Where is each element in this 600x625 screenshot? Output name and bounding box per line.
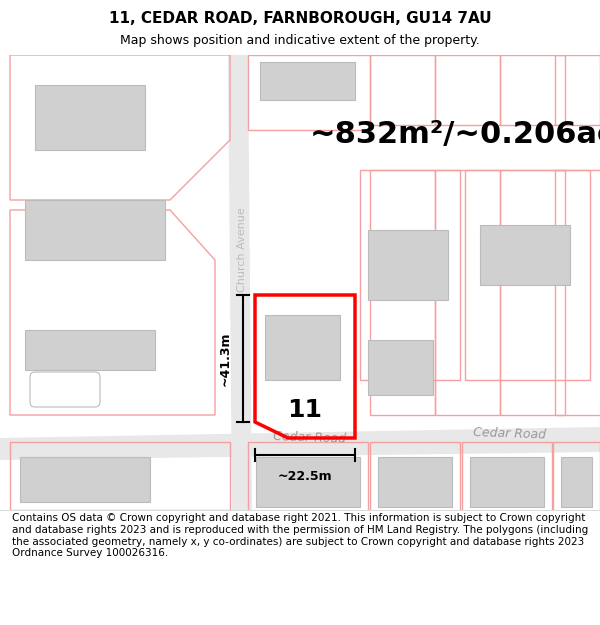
Polygon shape [368, 230, 448, 300]
Polygon shape [265, 315, 340, 380]
Text: Church Avenue: Church Avenue [237, 208, 247, 292]
Text: Cedar Road: Cedar Road [274, 430, 347, 446]
Polygon shape [378, 457, 452, 507]
Polygon shape [256, 457, 360, 507]
Polygon shape [35, 85, 145, 150]
Polygon shape [480, 225, 570, 285]
Text: ~41.3m: ~41.3m [218, 331, 232, 386]
Text: 11: 11 [287, 398, 323, 422]
Polygon shape [368, 340, 433, 395]
Text: Contains OS data © Crown copyright and database right 2021. This information is : Contains OS data © Crown copyright and d… [12, 514, 588, 558]
Polygon shape [0, 427, 600, 460]
Polygon shape [20, 457, 150, 502]
Text: Map shows position and indicative extent of the property.: Map shows position and indicative extent… [120, 34, 480, 47]
Polygon shape [25, 200, 165, 260]
Text: ~22.5m: ~22.5m [278, 471, 332, 484]
Text: ~832m²/~0.206ac.: ~832m²/~0.206ac. [310, 121, 600, 149]
Text: 11, CEDAR ROAD, FARNBOROUGH, GU14 7AU: 11, CEDAR ROAD, FARNBOROUGH, GU14 7AU [109, 11, 491, 26]
Polygon shape [25, 330, 155, 370]
Polygon shape [228, 55, 252, 510]
Polygon shape [260, 62, 355, 100]
Text: Cedar Road: Cedar Road [473, 426, 547, 442]
Polygon shape [561, 457, 592, 507]
Polygon shape [470, 457, 544, 507]
